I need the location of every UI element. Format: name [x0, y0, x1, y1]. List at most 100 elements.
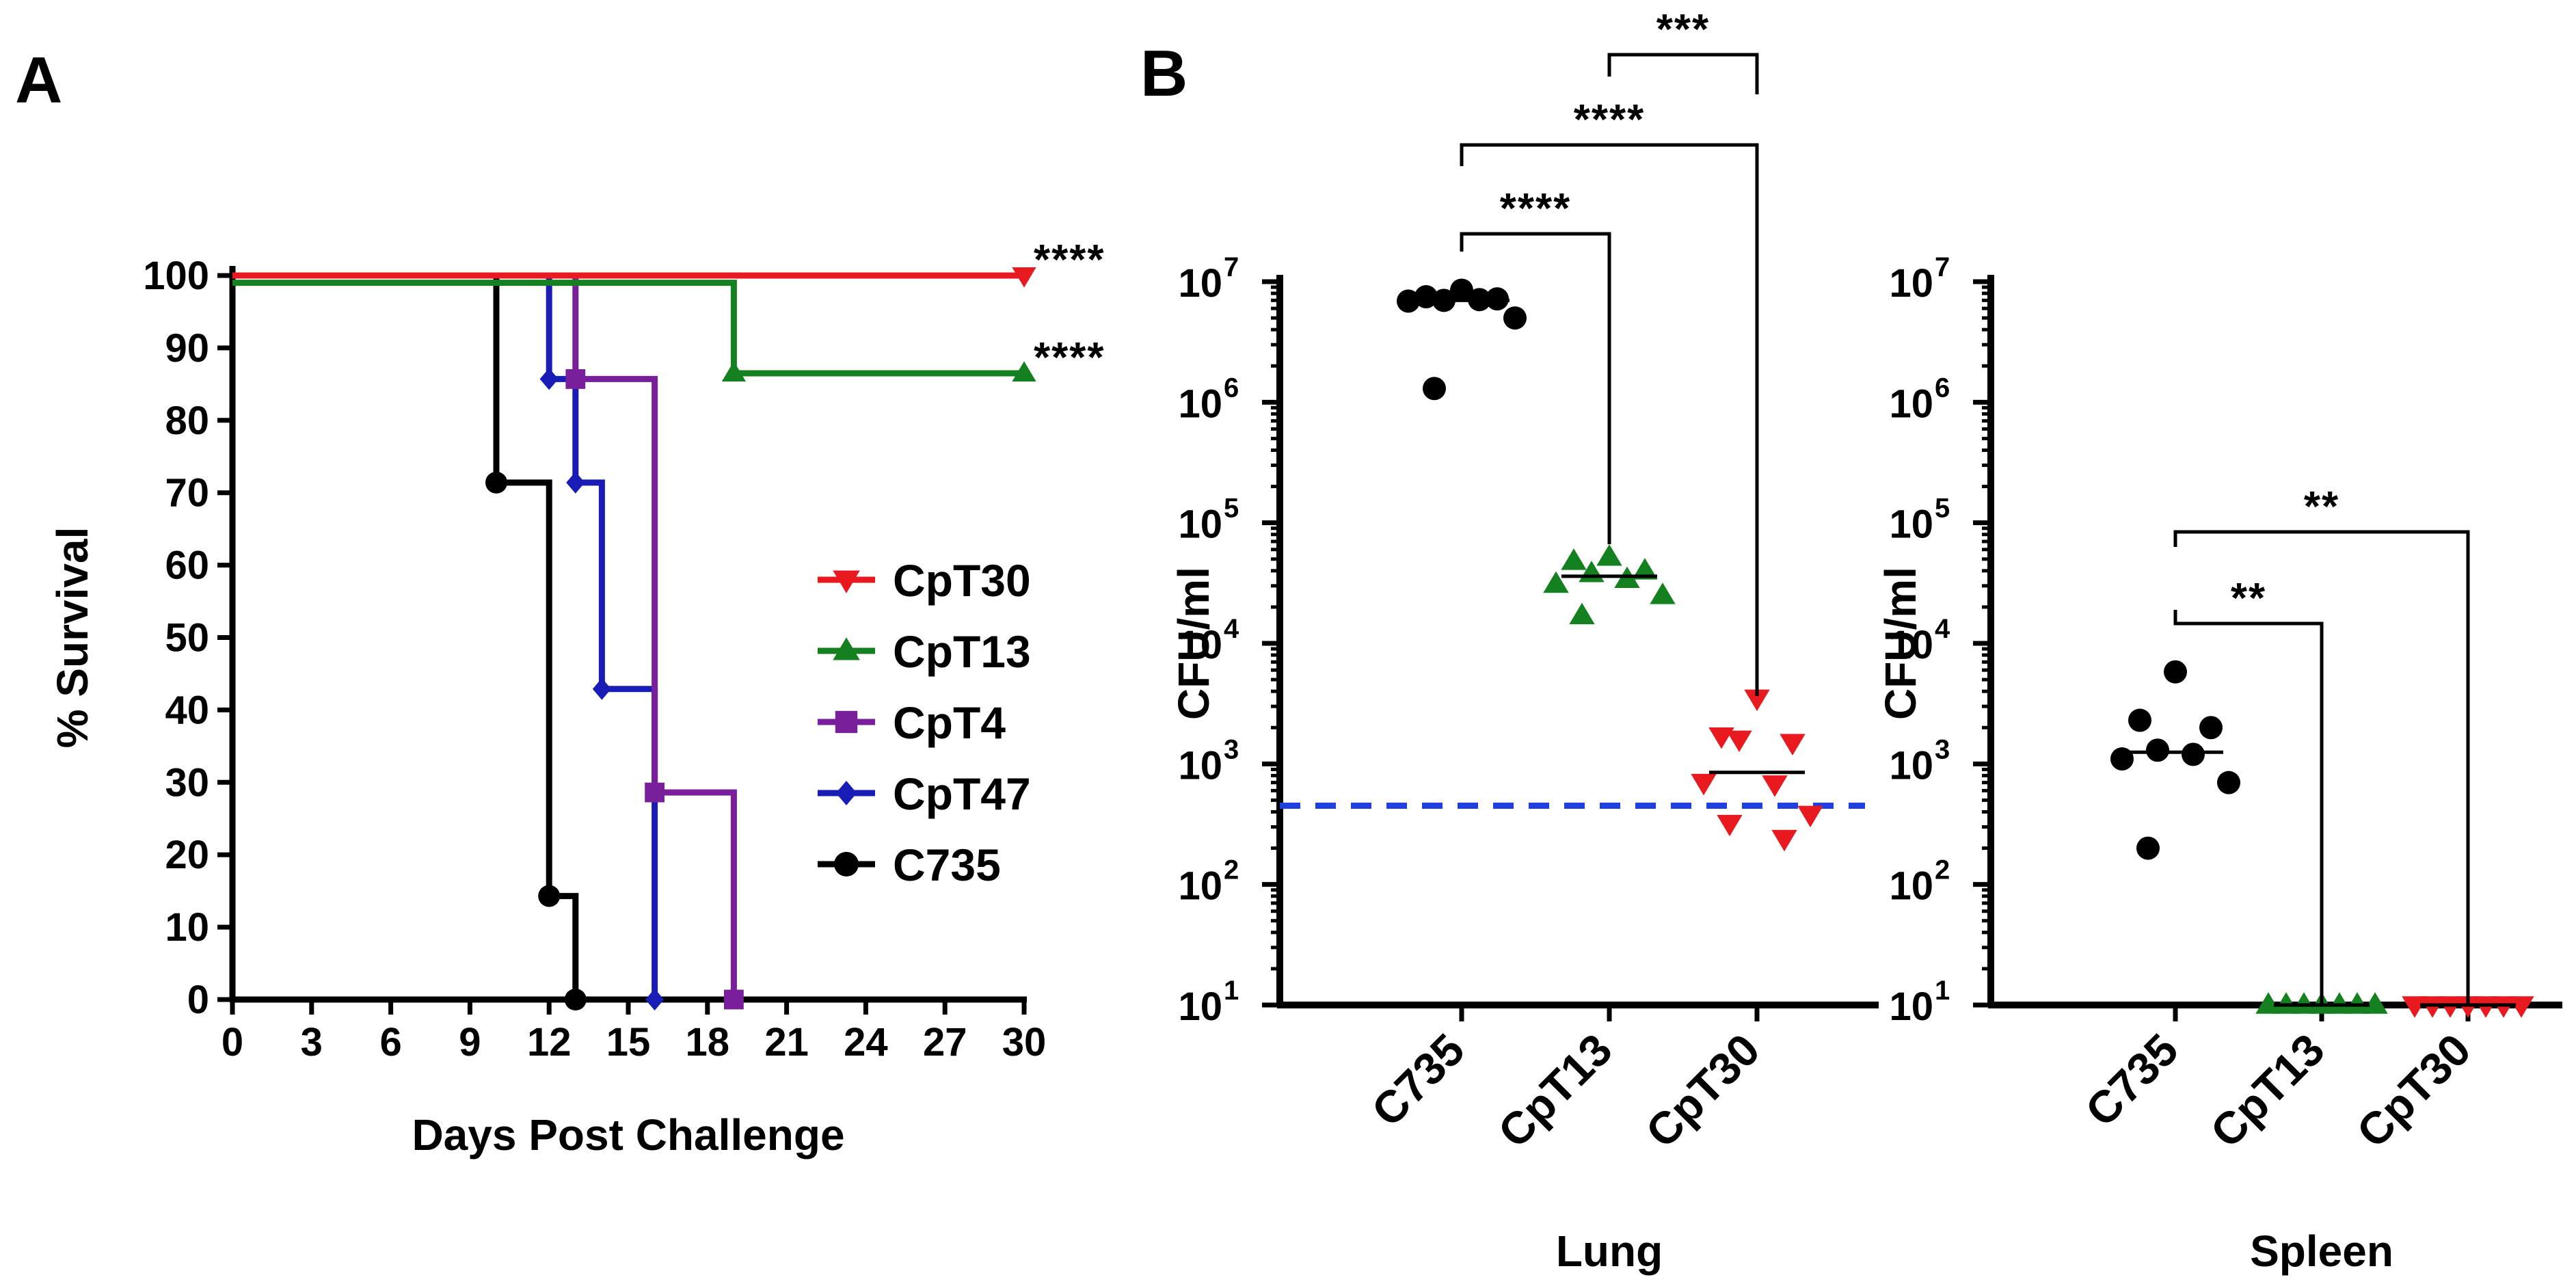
- significance-label: ****: [1574, 96, 1646, 144]
- data-point-c735: [1450, 278, 1473, 302]
- y-tick-label: 10: [1889, 503, 1933, 547]
- data-point-c735: [2136, 836, 2160, 860]
- data-point-cpt30: [2437, 996, 2463, 1018]
- data-point-cpt13: [2273, 992, 2299, 1014]
- x-axis-title: Spleen: [2250, 1227, 2393, 1276]
- data-point-cpt30: [2419, 996, 2445, 1018]
- y-axis-title: CFU/ml: [1876, 567, 1925, 720]
- data-point-cpt13: [1569, 602, 1595, 625]
- data-point-cpt13: [1561, 548, 1587, 570]
- significance-label: **: [2304, 483, 2339, 531]
- x-tick-label: 24: [844, 1020, 888, 1064]
- data-point-c735: [1414, 285, 1438, 309]
- legend-marker-cpt30: [833, 570, 860, 593]
- data-point-cpt30: [1797, 805, 1823, 828]
- y-tick-label: 10: [1889, 743, 1933, 788]
- data-point-c735: [2199, 716, 2223, 740]
- legend-marker-cpt47: [835, 781, 857, 805]
- x-category-c735: C735: [1362, 1024, 1474, 1136]
- x-tick-label: 6: [379, 1020, 401, 1064]
- legend-marker-cpt13: [833, 637, 860, 660]
- data-point-cpt30: [1771, 829, 1797, 852]
- significance-cpt13: ****: [1034, 334, 1105, 381]
- significance-bracket: [1607, 53, 1759, 94]
- y-tick-exponent: 2: [1224, 855, 1239, 885]
- survival-marker-cpt30: [1012, 267, 1036, 288]
- data-point-cpt13: [1650, 582, 1676, 604]
- survival-marker-cpt4: [645, 782, 665, 803]
- y-tick-label: 0: [187, 978, 209, 1022]
- survival-marker-cpt47: [539, 368, 559, 390]
- data-point-cpt30: [2508, 996, 2534, 1018]
- x-tick-label: 9: [459, 1020, 481, 1064]
- survival-marker-cpt4: [724, 989, 744, 1010]
- y-tick-exponent: 6: [1935, 373, 1950, 403]
- survival-marker-cpt47: [566, 471, 585, 494]
- data-point-cpt13: [1632, 558, 1658, 580]
- x-category-cpt13: CpT13: [2201, 1024, 2334, 1157]
- y-tick-label: 10: [1889, 261, 1933, 306]
- x-axis-title: Lung: [1556, 1227, 1663, 1276]
- x-category-c735: C735: [2076, 1024, 2188, 1136]
- y-tick-label: 80: [165, 399, 209, 443]
- data-point-cpt30: [1726, 730, 1752, 753]
- data-point-cpt30: [1762, 775, 1788, 797]
- panel-b-label: B: [1140, 37, 1188, 110]
- data-point-cpt30: [2473, 996, 2499, 1018]
- y-tick-label: 70: [165, 471, 209, 515]
- y-tick-exponent: 3: [1224, 734, 1239, 764]
- data-point-c735: [2182, 742, 2205, 766]
- legend-label-cpt30: CpT30: [893, 555, 1031, 606]
- x-tick-label: 27: [923, 1020, 967, 1064]
- survival-line-c735: [232, 272, 579, 1000]
- significance-bracket: [2173, 530, 2470, 1005]
- data-point-c735: [2146, 738, 2169, 762]
- significance-label: ***: [1656, 6, 1710, 53]
- x-tick-label: 12: [527, 1020, 572, 1064]
- data-point-cpt13: [2291, 992, 2317, 1014]
- data-point-c735: [1423, 377, 1446, 401]
- data-point-cpt30: [2402, 996, 2428, 1018]
- y-tick-label: 10: [1178, 623, 1222, 667]
- y-tick-label: 10: [1178, 261, 1222, 306]
- survival-line-cpt4: [232, 272, 737, 1000]
- data-point-cpt13: [1543, 571, 1569, 593]
- y-tick-label: 10: [1178, 503, 1222, 547]
- panel-a-label: A: [15, 44, 62, 117]
- x-tick-label: 3: [301, 1020, 323, 1064]
- y-tick-exponent: 4: [1224, 614, 1239, 644]
- data-point-cpt30: [2491, 996, 2517, 1018]
- data-point-c735: [2128, 708, 2151, 732]
- y-tick-exponent: 3: [1935, 734, 1950, 764]
- y-tick-label: 10: [165, 905, 209, 950]
- y-axis-title: % Survival: [48, 527, 97, 749]
- data-point-cpt13: [1596, 544, 1622, 566]
- y-tick-label: 10: [1178, 743, 1222, 788]
- significance-bracket: [1460, 232, 1611, 544]
- x-category-cpt30: CpT30: [2347, 1024, 2480, 1157]
- y-tick-label: 50: [165, 616, 209, 660]
- y-tick-exponent: 5: [1935, 494, 1950, 524]
- data-point-cpt13: [2362, 992, 2388, 1014]
- y-tick-label: 10: [1178, 864, 1222, 909]
- survival-marker-cpt13: [1012, 361, 1036, 381]
- y-tick-label: 20: [165, 833, 209, 877]
- y-tick-label: 10: [1178, 381, 1222, 426]
- x-tick-label: 21: [764, 1020, 809, 1064]
- survival-marker-c735: [538, 885, 561, 907]
- survival-marker-cpt13: [721, 361, 746, 381]
- y-tick-label: 10: [1889, 984, 1933, 1029]
- legend-marker-c735: [834, 852, 859, 876]
- data-point-cpt30: [1744, 689, 1770, 712]
- y-tick-label: 10: [1889, 623, 1933, 667]
- data-point-c735: [1397, 289, 1420, 313]
- y-tick-exponent: 2: [1935, 855, 1950, 885]
- x-tick-label: 18: [686, 1020, 730, 1064]
- x-tick-label: 0: [222, 1020, 243, 1064]
- x-category-cpt13: CpT13: [1488, 1024, 1622, 1157]
- survival-chart: 0 10 20 30 40 50 60 70 80 90 100 0 3 6 9 12 15 18 21 24 27 30…: [48, 237, 1105, 1160]
- data-point-c735: [1503, 306, 1527, 330]
